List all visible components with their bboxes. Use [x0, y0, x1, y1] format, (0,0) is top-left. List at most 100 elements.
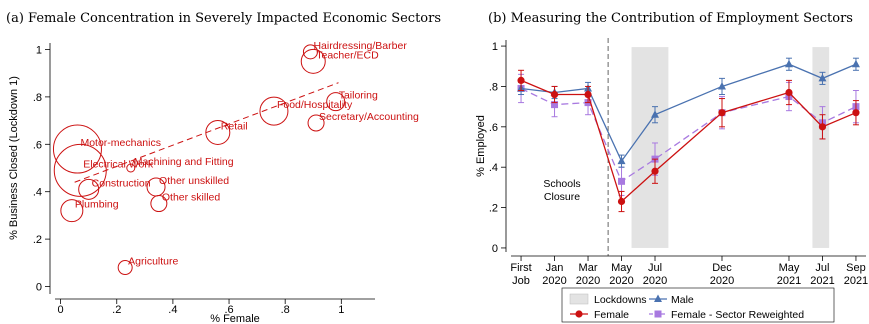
panel-a-point-label-3: Construction — [92, 177, 151, 189]
point-male-7 — [818, 73, 827, 82]
panel-a-point-label-13: Teacher/ECD — [316, 49, 379, 61]
panel-b-x-tick-label-2-line1: Mar — [579, 262, 598, 274]
panel-b-y-tick-label-5: 1 — [492, 41, 498, 53]
panel-a-point-13 — [300, 48, 326, 74]
panel-a-point-label-8: Retail — [221, 120, 248, 132]
panel-a-point-label-6: Other skilled — [162, 192, 221, 204]
annotation-line-2: Closure — [544, 191, 580, 203]
panel-b-x-tick-label-6-line1: May — [779, 262, 800, 274]
point-female-6 — [785, 88, 793, 97]
point-female-0 — [517, 76, 525, 84]
legend-label-female-reweighted: Female - Sector Reweighted — [671, 309, 804, 321]
lockdown-shade-0 — [631, 47, 669, 248]
panel-b-x-tick-label-3-line2: 2020 — [609, 275, 633, 287]
panel-a-point-3 — [78, 178, 100, 200]
panel-a-y-tick-label-3: .6 — [33, 139, 42, 151]
legend-label-lockdowns: Lockdowns — [594, 294, 647, 306]
panel-b-x-tick-label-5-line1: Dec — [712, 262, 732, 274]
point-female-5 — [718, 109, 726, 117]
panel-b-x-tick-label-4-line2: 2020 — [643, 275, 667, 287]
panel-a-y-tick-label-5: 1 — [36, 44, 42, 56]
point-male-8 — [851, 59, 860, 68]
panel-a-x-tick-label-5: 1 — [338, 304, 344, 316]
point-female-8 — [852, 109, 860, 117]
panel-a-point-label-12: Hairdressing/Barber — [313, 40, 407, 52]
panel-a-point-label-7: Agriculture — [128, 256, 178, 268]
panel-b-y-tick-label-4: .8 — [489, 81, 498, 93]
panel-b-y-tick-label-2: .4 — [489, 162, 498, 174]
panel-a-point-label-9: Food/Hospitality — [277, 99, 353, 111]
panel-b-x-tick-label-0-line2: Job — [512, 275, 530, 287]
panel-a-point-label-1: Electrical Work — [83, 158, 154, 170]
panel-b-x-tick-label-7-line2: 2021 — [810, 275, 834, 287]
panel-a-point-0 — [52, 124, 102, 174]
panel-a-point-2 — [126, 163, 136, 173]
panel-a-y-tick-label-2: .4 — [33, 187, 42, 199]
panel-a: (a) Female Concentration in Severely Imp… — [6, 11, 441, 324]
legend-label-female: Female — [594, 309, 629, 321]
panel-a-point-label-4: Plumbing — [75, 199, 119, 211]
point-female-1 — [550, 90, 559, 99]
panel-a-point-label-5: Other unskilled — [159, 175, 229, 187]
panel-b-y-tick-label-3: .6 — [489, 122, 498, 134]
panel-b-y-tick-label-1: .2 — [489, 203, 498, 215]
legend-marker-male — [654, 294, 662, 302]
panel-a-point-12 — [302, 44, 318, 60]
panel-a-x-tick-label-0: 0 — [58, 304, 64, 316]
panel-a-x-tick-label-3: .6 — [224, 304, 233, 316]
panel-b-x-tick-label-1-line2: 2020 — [542, 275, 566, 287]
point-female-sector-reweighted-1 — [551, 101, 559, 109]
panel-a-point-11 — [307, 114, 325, 132]
panel-a-y-tick-label-0: 0 — [36, 282, 42, 294]
panel-b-x-tick-label-1-line1: Jan — [546, 262, 564, 274]
panel-a-point-label-10: Tailoring — [339, 90, 378, 102]
panel-b-y-label: % Employed — [475, 115, 487, 177]
legend-marker-female-sector-reweighted — [654, 310, 662, 318]
panel-a-x-tick-label-1: .2 — [112, 304, 121, 316]
point-female-3 — [617, 197, 626, 206]
panel-a-point-8 — [205, 119, 231, 145]
panel-a-point-9 — [259, 96, 289, 126]
panel-a-point-10 — [326, 92, 346, 112]
series-line-female-sector-reweighted — [520, 87, 857, 183]
panel-b-x-tick-label-2-line2: 2020 — [576, 275, 600, 287]
panel-b-x-tick-label-8-line2: 2021 — [844, 275, 868, 287]
point-female-7 — [818, 123, 827, 131]
panel-b-title: (b) Measuring the Contribution of Employ… — [488, 11, 853, 26]
panel-a-point-label-0: Motor-mechanics — [80, 137, 161, 149]
panel-a-point-7 — [117, 260, 133, 276]
panel-b-x-tick-label-0-line1: First — [510, 262, 531, 274]
series-line-male — [520, 63, 857, 163]
point-female-sector-reweighted-3 — [618, 177, 626, 185]
panel-a-point-4 — [60, 199, 84, 223]
panel-b-x-tick-label-8-line1: Sep — [846, 262, 866, 274]
panel-b-x-tick-label-5-line2: 2020 — [710, 275, 734, 287]
panel-b-x-tick-label-6-line2: 2021 — [777, 275, 801, 287]
lockdown-shade-1 — [812, 47, 830, 248]
legend-marker-female — [575, 310, 583, 318]
panel-a-y-tick-label-4: .8 — [33, 92, 42, 104]
legend-label-male: Male — [671, 294, 694, 306]
point-male-4 — [651, 110, 660, 118]
point-male-3 — [617, 156, 626, 165]
panel-b-x-tick-label-3-line1: May — [611, 262, 632, 274]
panel-a-point-label-2: Machining and Fitting — [134, 156, 234, 168]
panel-a-title: (a) Female Concentration in Severely Imp… — [6, 11, 441, 26]
legend-swatch-lockdowns — [569, 293, 589, 305]
point-male-6 — [784, 59, 793, 68]
panel-b: (b) Measuring the Contribution of Employ… — [475, 11, 868, 323]
panel-a-point-1 — [53, 143, 107, 197]
point-male-5 — [717, 81, 726, 90]
panel-a-y-label: % Business Closed (Lockdown 1) — [8, 76, 20, 240]
panel-a-x-tick-label-2: .4 — [168, 304, 177, 316]
panel-a-x-label: % Female — [210, 313, 260, 324]
panel-b-y-tick-label-0: 0 — [492, 243, 498, 255]
panel-a-fit-line — [74, 82, 339, 183]
point-female-4 — [651, 167, 659, 175]
annotation-line-1: Schools — [543, 178, 580, 190]
legend-box — [561, 287, 835, 323]
point-female-2 — [584, 90, 592, 99]
panel-b-legend: Lockdowns Male Female Female - Sector Re… — [561, 287, 835, 323]
panel-a-x-tick-label-4: .8 — [281, 304, 290, 316]
